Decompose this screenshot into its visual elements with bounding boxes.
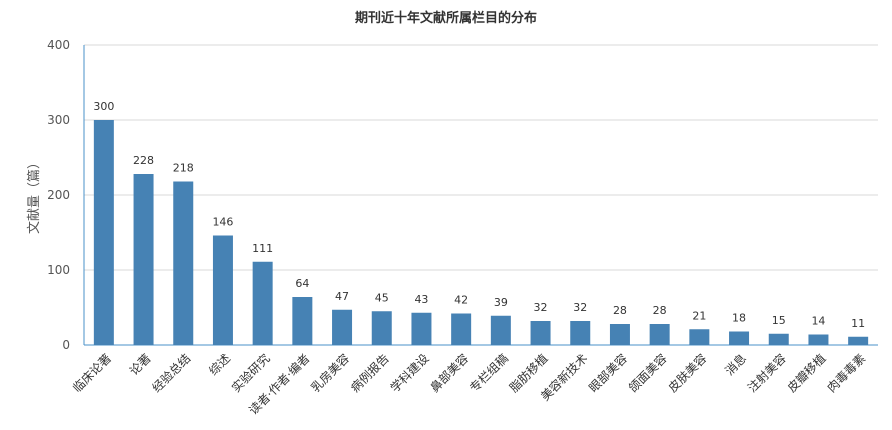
bar — [212, 235, 233, 345]
bar — [490, 315, 511, 345]
data-label: 146 — [212, 216, 233, 229]
bar — [808, 334, 829, 345]
y-tick-label: 300 — [47, 113, 70, 127]
bar — [649, 324, 670, 345]
data-label: 15 — [772, 314, 786, 327]
category-label: 专栏组稿 — [466, 351, 511, 396]
data-label: 39 — [494, 296, 508, 309]
data-label: 28 — [613, 304, 627, 317]
bar — [252, 261, 273, 345]
bar — [530, 321, 551, 345]
y-tick-label: 200 — [47, 188, 70, 202]
bar — [133, 174, 154, 345]
data-label: 111 — [252, 242, 273, 255]
bar — [292, 297, 313, 345]
bar — [451, 313, 472, 345]
data-label: 218 — [173, 162, 194, 175]
data-label: 64 — [295, 277, 309, 290]
category-label: 乳房美容 — [308, 351, 353, 396]
bar — [332, 309, 353, 345]
y-axis-title: 文献量（篇） — [27, 156, 42, 234]
bar — [411, 312, 432, 345]
data-label: 18 — [732, 312, 746, 325]
data-label: 228 — [133, 154, 154, 167]
y-tick-label: 400 — [47, 38, 70, 52]
bar — [609, 324, 630, 345]
y-tick-labels: 0 100 200 300 400 — [47, 38, 70, 352]
bar — [848, 336, 869, 345]
category-label: 颌面美容 — [625, 351, 670, 396]
data-label: 28 — [653, 304, 667, 317]
data-label: 43 — [414, 293, 428, 306]
category-label: 皮肤美容 — [665, 351, 710, 396]
data-label: 11 — [851, 317, 865, 330]
category-label: 皮瓣移植 — [784, 351, 829, 396]
bar — [729, 331, 750, 345]
data-label: 32 — [534, 301, 548, 314]
bar — [173, 181, 194, 345]
bar — [371, 311, 392, 345]
bar — [93, 120, 114, 345]
gridlines — [84, 44, 878, 271]
data-labels: 300 228 218 146 111 64 47 45 43 42 39 32 32 28 28 21 18 1… — [93, 100, 865, 330]
bar — [768, 333, 789, 345]
bar — [570, 321, 591, 345]
bar — [689, 329, 710, 345]
category-label: 眼部美容 — [586, 351, 631, 396]
category-label: 肉毒毒素 — [824, 351, 868, 395]
data-label: 300 — [93, 100, 114, 113]
data-label: 14 — [811, 315, 825, 328]
y-tick-label: 0 — [62, 338, 70, 352]
category-label: 消息 — [722, 351, 750, 379]
category-label: 论著 — [127, 351, 154, 378]
category-label: 学科建设 — [387, 351, 432, 396]
data-label: 21 — [692, 309, 706, 322]
category-label: 经验总结 — [149, 351, 194, 396]
data-label: 47 — [335, 290, 349, 303]
y-tick-label: 100 — [47, 263, 70, 277]
bars — [93, 120, 869, 345]
category-label: 病例报告 — [347, 351, 392, 396]
category-label: 注射美容 — [744, 351, 789, 396]
category-label: 临床论著 — [70, 351, 114, 395]
data-label: 42 — [454, 294, 468, 307]
category-label: 鼻部美容 — [427, 351, 472, 396]
chart-title: 期刊近十年文献所属栏目的分布 — [354, 11, 537, 26]
category-label: 综述 — [206, 351, 233, 378]
data-label: 32 — [573, 301, 587, 314]
data-label: 45 — [375, 291, 389, 304]
